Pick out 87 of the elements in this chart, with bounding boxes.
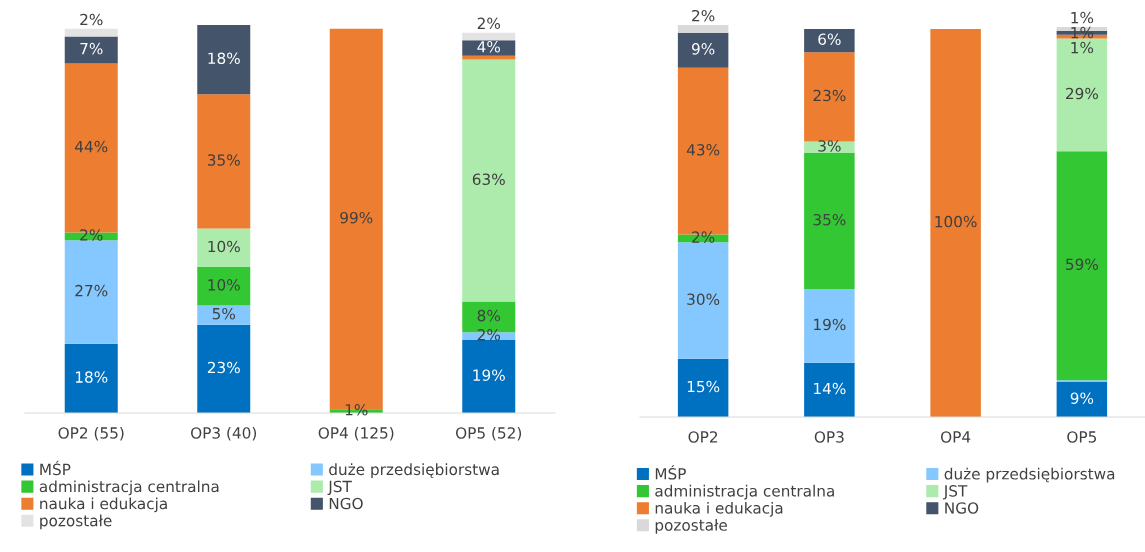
data-label: 3% xyxy=(818,140,841,152)
bar xyxy=(804,288,855,363)
bar xyxy=(64,240,118,344)
bar xyxy=(677,242,729,359)
bar xyxy=(197,305,251,325)
data-label: 5% xyxy=(212,307,236,320)
bar xyxy=(197,324,251,413)
data-label: 18% xyxy=(75,371,108,383)
data-label: 6% xyxy=(818,33,841,45)
legend-label: nauka i edukacja xyxy=(40,497,167,513)
data-label: 44% xyxy=(75,140,108,153)
data-label: 18% xyxy=(208,52,240,65)
x-tick-label: OP4 xyxy=(941,431,971,443)
legend-label: MŚP xyxy=(40,460,71,476)
data-label: 63% xyxy=(472,173,505,186)
bar xyxy=(930,28,981,417)
legend-label: JST xyxy=(943,485,968,500)
data-label: 2% xyxy=(692,9,715,22)
data-label: 27% xyxy=(75,284,108,297)
bar xyxy=(1056,38,1108,152)
legend-label: JST xyxy=(327,480,352,496)
data-label: 29% xyxy=(1066,87,1099,100)
data-label: 100% xyxy=(935,215,977,228)
bar xyxy=(462,340,516,413)
data-label: 7% xyxy=(80,42,103,55)
data-label: 15% xyxy=(687,380,720,393)
data-label: 4% xyxy=(477,40,501,53)
data-label: 43% xyxy=(686,144,720,156)
data-label: 1% xyxy=(1071,11,1094,24)
data-label: 8% xyxy=(477,309,501,322)
x-tick-label: OP3 xyxy=(814,431,844,443)
legend-label: NGO xyxy=(945,502,979,514)
data-label: 19% xyxy=(814,318,846,331)
bar xyxy=(462,32,516,41)
data-label: 1% xyxy=(1071,41,1094,54)
data-label: 2% xyxy=(477,329,501,341)
bar xyxy=(197,228,251,268)
data-label: 14% xyxy=(814,382,846,395)
bar xyxy=(677,32,729,68)
data-label: 35% xyxy=(813,213,846,226)
bar xyxy=(804,52,855,142)
bar xyxy=(197,94,251,229)
bar xyxy=(64,28,118,37)
x-tick-label: OP4 (125) xyxy=(318,426,394,441)
x-tick-label: OP3 (40) xyxy=(191,426,257,441)
bar xyxy=(804,153,855,289)
data-label: 23% xyxy=(207,361,240,374)
legend-label: duże przedsiębiorstwa xyxy=(329,463,499,479)
x-tick-label: OP5 (52) xyxy=(456,426,522,441)
legend-label: administracja centralna xyxy=(655,484,834,500)
bar xyxy=(64,343,118,413)
data-label: 2% xyxy=(80,13,103,26)
data-label: 99% xyxy=(340,211,373,224)
bar xyxy=(197,267,251,306)
bar xyxy=(804,28,855,53)
data-label: 2% xyxy=(477,17,501,30)
bar xyxy=(1056,382,1108,417)
legend-label: NGO xyxy=(329,497,363,510)
data-label: 1% xyxy=(345,403,368,416)
bar xyxy=(1056,151,1108,381)
legend-label: pozostałe xyxy=(655,518,727,534)
bar xyxy=(462,59,516,302)
bar xyxy=(677,358,729,417)
bar xyxy=(462,55,516,60)
legend-label: duże przedsiębiorstwa xyxy=(944,467,1115,483)
legend-label: nauka i edukacja xyxy=(655,501,783,517)
data-label: 10% xyxy=(208,279,240,291)
x-tick-label: OP2 xyxy=(688,431,718,443)
x-tick-label: OP2 (55) xyxy=(58,426,124,441)
bar xyxy=(197,25,251,95)
bar xyxy=(64,36,118,64)
legend-label: pozostałe xyxy=(40,514,112,530)
data-label: 19% xyxy=(473,369,505,381)
bar xyxy=(804,362,855,417)
data-label: 9% xyxy=(691,43,715,55)
bar xyxy=(462,40,516,56)
data-label: 59% xyxy=(1066,258,1099,271)
data-label: 23% xyxy=(813,89,846,102)
legend-label: MŚP xyxy=(655,465,686,480)
data-label: 35% xyxy=(207,154,240,166)
data-label: 10% xyxy=(208,240,240,253)
data-label: 30% xyxy=(687,293,720,305)
data-label: 9% xyxy=(1070,392,1094,404)
bar xyxy=(804,141,855,154)
x-tick-label: OP5 xyxy=(1067,431,1097,443)
bar xyxy=(677,25,729,33)
legend-label: administracja centralna xyxy=(39,480,219,496)
